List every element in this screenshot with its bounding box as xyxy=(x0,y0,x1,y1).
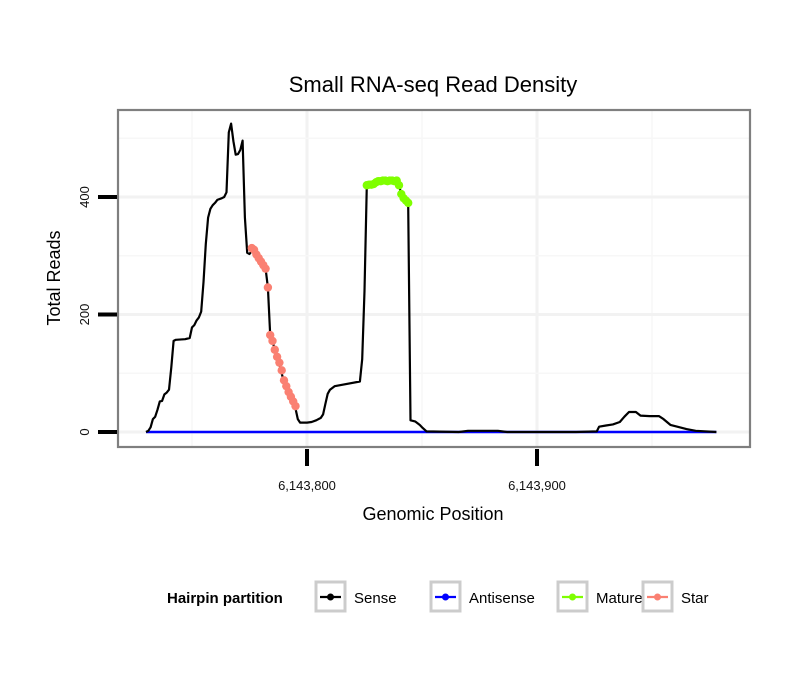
mature-point xyxy=(394,181,404,190)
y-tick-label: 200 xyxy=(77,304,92,326)
star-point xyxy=(263,283,273,292)
legend-label: Antisense xyxy=(469,590,535,607)
star-point xyxy=(291,401,300,411)
plot-panel xyxy=(118,110,750,447)
star-point xyxy=(277,366,286,375)
legend-label: Sense xyxy=(354,590,397,607)
plot-border xyxy=(116,108,752,449)
legend-label: Star xyxy=(681,590,709,607)
y-axis: 0 200 400 xyxy=(77,186,117,436)
legend-item-sense: Sense xyxy=(314,580,397,613)
legend-key-point xyxy=(654,593,661,601)
legend-title: Hairpin partition xyxy=(167,590,283,607)
legend-item-antisense: Antisense xyxy=(429,580,535,613)
y-tick-label: 400 xyxy=(77,186,92,208)
star-point xyxy=(270,345,279,354)
chart-title: Small RNA-seq Read Density xyxy=(289,72,578,97)
legend-key-point xyxy=(442,593,449,601)
legend: Hairpin partition Sense Antisense Mature St… xyxy=(167,580,709,613)
star-point xyxy=(261,264,270,273)
legend-key-point xyxy=(569,593,576,601)
x-axis-title: Genomic Position xyxy=(362,504,503,524)
y-tick-label: 0 xyxy=(77,428,92,435)
y-axis-title: Total Reads xyxy=(44,230,64,325)
legend-key-point xyxy=(327,593,334,601)
star-point xyxy=(275,358,284,367)
legend-label: Mature xyxy=(596,590,643,607)
x-tick-label: 6,143,900 xyxy=(508,478,566,493)
star-point xyxy=(268,336,277,346)
x-axis: 6,143,800 6,143,900 xyxy=(278,449,566,493)
legend-item-star: Star xyxy=(641,580,709,613)
series-layer xyxy=(145,122,717,434)
mature-point xyxy=(404,198,413,208)
x-tick-label: 6,143,800 xyxy=(278,478,336,493)
legend-item-mature: Mature xyxy=(556,580,643,613)
